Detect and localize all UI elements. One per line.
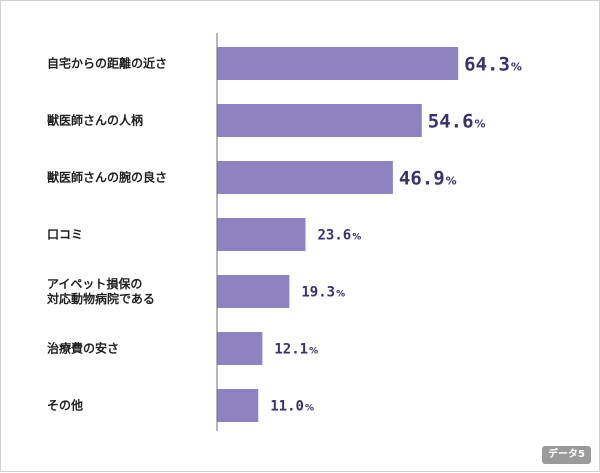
- value-label: 54.6%: [428, 111, 486, 133]
- value-unit: %: [309, 347, 318, 357]
- category-label: 治療費の安さ: [47, 341, 119, 356]
- value-number: 11.0: [270, 399, 304, 415]
- value-number: 19.3: [301, 285, 335, 301]
- category-label: 獣医師さんの人柄: [47, 113, 143, 128]
- category-label: 自宅からの距離の近さ: [47, 56, 167, 71]
- bar: [217, 275, 290, 308]
- category-label: 獣医師さんの腕の良さ: [47, 170, 167, 185]
- category-label: 口コミ: [47, 228, 83, 242]
- data-badge: データ5: [542, 446, 591, 464]
- bars-layer: 自宅からの距離の近さ 64.3% 獣医師さんの人柄 54.6% 獣医師さんの腕の良さ 46…: [46, 47, 522, 422]
- value-unit: %: [336, 290, 345, 300]
- value-label: 64.3%: [464, 54, 522, 76]
- value-unit: %: [352, 233, 361, 243]
- value-number: 12.1: [274, 342, 308, 358]
- value-label: 12.1%: [274, 342, 318, 358]
- bar: [217, 218, 306, 251]
- bar: [217, 389, 259, 422]
- value-unit: %: [446, 175, 457, 188]
- value-label: 46.9%: [399, 168, 457, 190]
- value-label: 11.0%: [270, 399, 314, 415]
- bar: [217, 332, 263, 365]
- bar: [217, 104, 422, 137]
- value-unit: %: [511, 61, 522, 74]
- value-label: 19.3%: [301, 285, 345, 301]
- value-number: 54.6: [428, 111, 474, 133]
- value-number: 64.3: [464, 54, 510, 76]
- value-unit: %: [475, 118, 486, 131]
- category-label: その他: [47, 398, 83, 413]
- category-label: 対応動物病院である: [46, 291, 155, 306]
- value-label: 23.6%: [318, 228, 362, 244]
- bar: [217, 161, 393, 194]
- value-unit: %: [305, 404, 314, 414]
- value-number: 46.9: [399, 168, 445, 190]
- value-number: 23.6: [318, 228, 352, 244]
- bar: [217, 47, 459, 80]
- category-label: アイペット損保の: [47, 276, 142, 291]
